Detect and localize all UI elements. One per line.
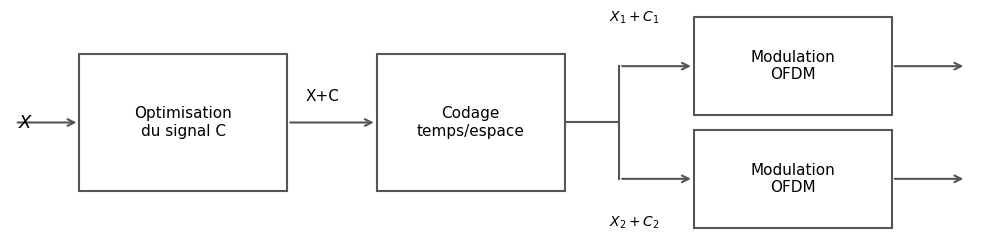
Bar — [79, 54, 287, 191]
Text: X+C: X+C — [305, 89, 339, 104]
Bar — [694, 130, 892, 228]
Text: Modulation
OFDM: Modulation OFDM — [750, 50, 835, 82]
Text: $X_2 +C_2$: $X_2 +C_2$ — [609, 214, 660, 231]
Bar — [694, 17, 892, 115]
Text: X: X — [19, 113, 31, 132]
Text: Optimisation
du signal C: Optimisation du signal C — [135, 106, 232, 139]
Bar — [377, 54, 565, 191]
Text: Codage
temps/espace: Codage temps/espace — [417, 106, 524, 139]
Text: $X_1+C_1$: $X_1+C_1$ — [609, 9, 660, 26]
Text: Modulation
OFDM: Modulation OFDM — [750, 163, 835, 195]
